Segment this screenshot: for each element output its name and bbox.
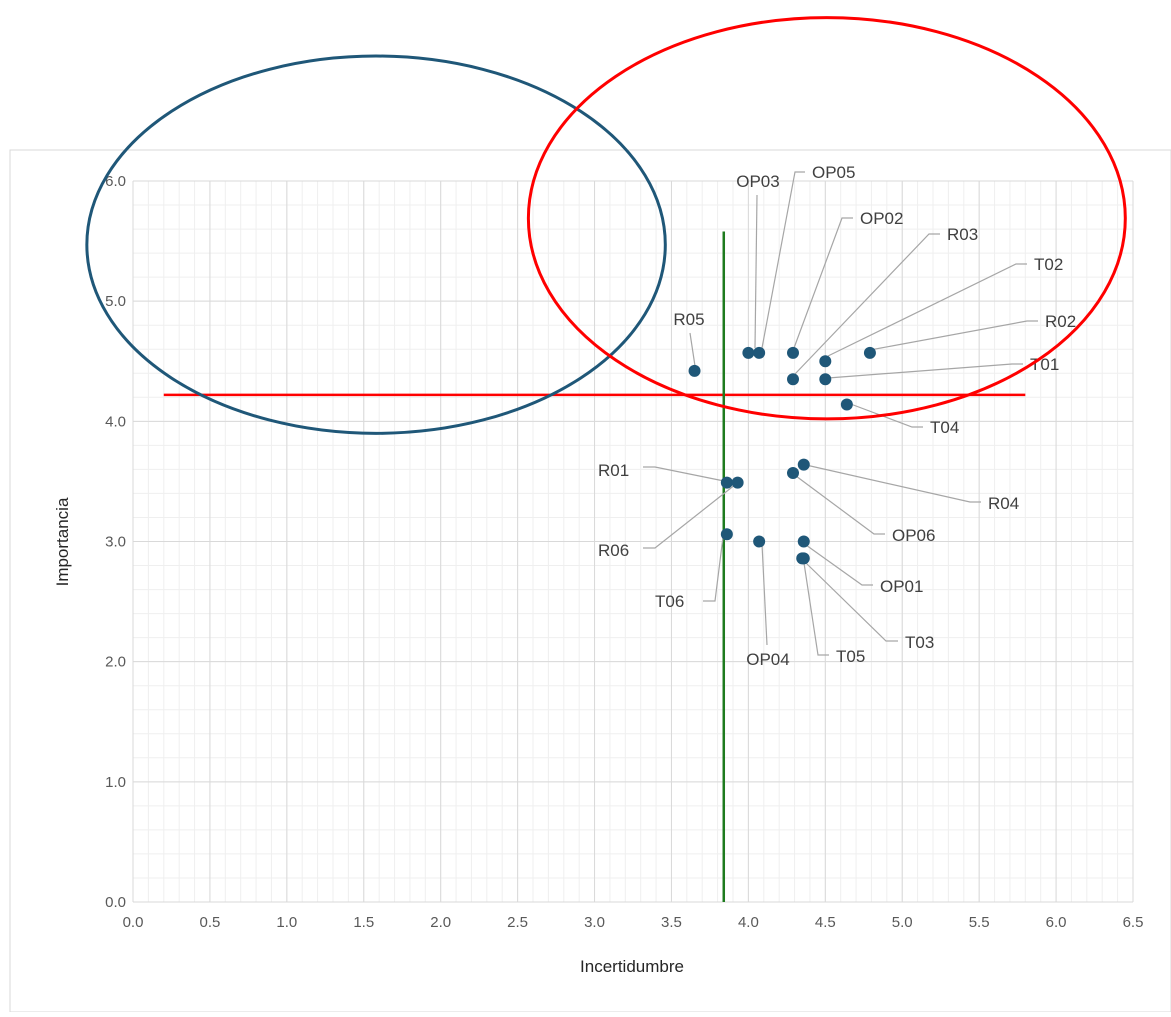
- x-tick-label: 3.0: [584, 914, 605, 931]
- leader-line-op05: [761, 171, 805, 349]
- x-tick-label: 5.5: [969, 914, 990, 931]
- x-axis-ticks: 0.0 0.5 1.0 1.5 2.0 2.5 3.0 3.5 4.0 4.5 5.0 5.5 6.0 6…: [123, 914, 1144, 931]
- data-label-r02: R02: [1045, 312, 1076, 331]
- data-label-op04: OP04: [746, 650, 789, 669]
- leader-line-op04: [761, 543, 768, 646]
- blue-highlight-ellipse: [85, 54, 667, 435]
- data-point-t06: [720, 528, 733, 541]
- data-point-r04: [797, 458, 810, 471]
- leader-line-t03: [805, 562, 898, 642]
- x-tick-label: 1.0: [276, 914, 297, 931]
- leader-line-t06: [703, 536, 724, 602]
- data-label-r03: R03: [947, 225, 978, 244]
- x-tick-label: 5.0: [892, 914, 913, 931]
- leader-lines: [643, 171, 1038, 656]
- data-label-t04: T04: [930, 418, 959, 437]
- data-point-op02: [787, 346, 799, 359]
- data-point-t01: [819, 373, 832, 386]
- x-tick-label: 4.0: [738, 914, 759, 931]
- y-tick-label: 6.0: [105, 173, 126, 190]
- data-point-r03: [787, 373, 799, 386]
- y-axis-title: Importancia: [53, 497, 72, 586]
- data-point-t04: [840, 398, 853, 411]
- leader-line-t01: [827, 363, 1023, 379]
- x-tick-label: 0.5: [199, 914, 220, 931]
- data-points: [688, 346, 876, 565]
- major-gridlines: [132, 180, 1134, 903]
- x-tick-label: 4.5: [815, 914, 836, 931]
- leader-line-t05: [803, 562, 829, 656]
- data-label-op05: OP05: [812, 163, 855, 182]
- x-tick-label: 6.0: [1046, 914, 1067, 931]
- y-tick-label: 1.0: [105, 774, 126, 791]
- y-tick-label: 3.0: [105, 534, 126, 551]
- leader-line-op03: [754, 194, 758, 349]
- data-label-op03: OP03: [736, 172, 779, 191]
- leader-line-r04: [805, 464, 981, 503]
- data-label-t05: T05: [836, 647, 865, 666]
- y-tick-label: 2.0: [105, 654, 126, 671]
- data-label-op02: OP02: [860, 209, 903, 228]
- highlight-ellipses: [85, 16, 1127, 435]
- x-tick-label: 6.5: [1123, 914, 1144, 931]
- y-tick-label: 5.0: [105, 293, 126, 310]
- x-tick-label: 0.0: [123, 914, 144, 931]
- data-point-op04: [753, 535, 766, 548]
- leader-line-op01: [805, 544, 873, 586]
- data-point-op03: [742, 346, 755, 359]
- x-tick-label: 2.0: [430, 914, 451, 931]
- data-label-t02: T02: [1034, 255, 1063, 274]
- leader-line-t02: [827, 263, 1027, 357]
- leader-line-r01: [643, 466, 725, 482]
- y-tick-label: 0.0: [105, 894, 126, 911]
- data-point-op06: [787, 467, 799, 480]
- data-point-t02: [819, 355, 832, 368]
- data-label-op06: OP06: [892, 526, 935, 545]
- red-highlight-ellipse: [526, 16, 1127, 421]
- leader-line-r05: [689, 332, 696, 367]
- data-point-op05: [753, 346, 766, 359]
- y-axis-ticks: 0.0 1.0 2.0 3.0 4.0 5.0 6.0: [105, 173, 126, 911]
- leader-line-r06: [643, 483, 737, 549]
- data-label-op01: OP01: [880, 577, 923, 596]
- reference-lines: [163, 231, 1026, 902]
- data-label-r06: R06: [598, 541, 629, 560]
- data-label-r04: R04: [988, 494, 1019, 513]
- x-axis-title: Incertidumbre: [580, 957, 684, 976]
- leader-line-t04: [847, 402, 923, 428]
- data-label-r05: R05: [673, 310, 704, 329]
- data-labels: R05 OP03 OP05 OP02 R03 T02 R02 T01 T04 R01 R06 R04 O…: [598, 163, 1076, 669]
- data-point-r06: [731, 476, 744, 489]
- data-label-t01: T01: [1030, 355, 1059, 374]
- leader-line-op02: [793, 217, 853, 349]
- x-tick-label: 2.5: [507, 914, 528, 931]
- x-tick-label: 1.5: [353, 914, 374, 931]
- data-point-t05: [796, 552, 809, 565]
- data-point-op01: [797, 535, 810, 548]
- leader-line-op06: [795, 475, 885, 535]
- data-label-r01: R01: [598, 461, 629, 480]
- leader-line-r03: [794, 233, 940, 375]
- data-label-t03: T03: [905, 633, 934, 652]
- data-label-t06: T06: [655, 592, 684, 611]
- leader-line-r02: [869, 320, 1038, 351]
- x-tick-label: 3.5: [661, 914, 682, 931]
- data-point-r01: [720, 476, 733, 489]
- y-tick-label: 4.0: [105, 413, 126, 430]
- chart-area-border: [9, 149, 1171, 1013]
- data-point-r02: [863, 346, 876, 359]
- data-point-r05: [688, 364, 701, 377]
